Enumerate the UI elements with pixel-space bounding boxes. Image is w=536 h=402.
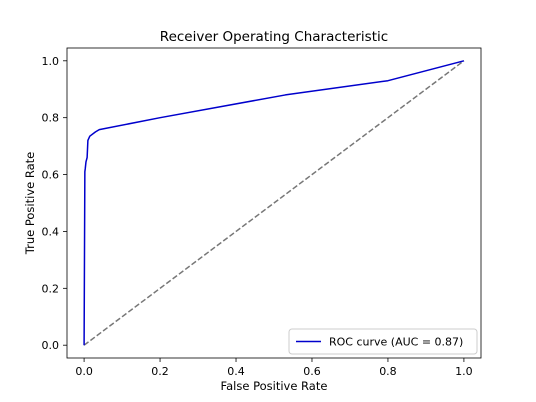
x-axis-ticks: 0.0 0.2 0.4 0.6 0.8 1.0 bbox=[75, 358, 473, 378]
x-tick-label: 1.0 bbox=[455, 365, 473, 378]
y-tick-label: 0.0 bbox=[42, 339, 60, 352]
legend-box bbox=[288, 328, 478, 355]
y-tick-label: 0.4 bbox=[42, 225, 60, 238]
legend-label: ROC curve (AUC = 0.87) bbox=[329, 336, 463, 349]
legend: ROC curve (AUC = 0.87) bbox=[288, 328, 478, 355]
y-axis-ticks: 0.0 0.2 0.4 0.6 0.8 1.0 bbox=[42, 55, 67, 352]
y-tick-label: 0.2 bbox=[42, 282, 60, 295]
y-tick-label: 1.0 bbox=[42, 55, 60, 68]
chance-diagonal-line bbox=[83, 60, 465, 346]
y-axis-label: True Positive Rate bbox=[23, 152, 37, 255]
x-axis-label: False Positive Rate bbox=[221, 379, 328, 393]
chart-title: Receiver Operating Characteristic bbox=[160, 29, 388, 45]
y-tick-label: 0.6 bbox=[42, 169, 60, 182]
roc-curve-line bbox=[83, 60, 465, 346]
x-tick-label: 0.2 bbox=[151, 365, 169, 378]
series-layer bbox=[83, 60, 465, 346]
x-tick-label: 0.0 bbox=[75, 365, 93, 378]
y-tick-label: 0.8 bbox=[42, 112, 60, 125]
x-tick-label: 0.4 bbox=[227, 365, 245, 378]
x-tick-label: 0.6 bbox=[303, 365, 321, 378]
plot-area bbox=[66, 47, 482, 359]
x-tick-label: 0.8 bbox=[379, 365, 397, 378]
